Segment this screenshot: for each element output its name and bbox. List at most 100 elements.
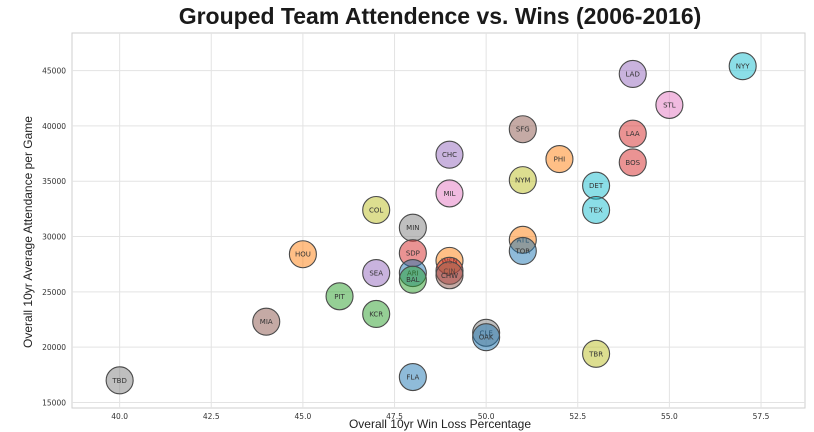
y-tick-label: 45000 bbox=[42, 67, 66, 76]
y-tick-label: 30000 bbox=[42, 233, 66, 242]
point-marker bbox=[508, 166, 537, 195]
point-label: NYM bbox=[515, 177, 531, 185]
point-label: HOU bbox=[295, 251, 311, 259]
data-point-pit: PIT bbox=[325, 282, 354, 311]
data-point-nyy: NYY bbox=[728, 52, 757, 81]
grid bbox=[72, 33, 805, 408]
point-label: NYY bbox=[736, 63, 751, 71]
data-point-laa: LAA bbox=[618, 119, 647, 148]
y-tick-label: 35000 bbox=[42, 177, 66, 186]
x-tick-label: 55.0 bbox=[661, 412, 678, 421]
point-marker bbox=[618, 59, 647, 88]
point-label: COL bbox=[369, 206, 383, 214]
point-label: TEX bbox=[588, 206, 603, 214]
data-point-oak: OAK bbox=[472, 323, 501, 352]
point-label: SFG bbox=[516, 126, 530, 134]
data-point-chc: CHC bbox=[435, 140, 464, 169]
data-points: NYY LAD STL SFG LAA CHC PHI BOS NYM DET MIL COL TEX M… bbox=[105, 52, 757, 395]
data-point-fla: FLA bbox=[398, 362, 427, 392]
data-point-tbd: TBD bbox=[105, 366, 134, 395]
y-tick-label: 40000 bbox=[42, 122, 66, 131]
plot-area bbox=[71, 32, 806, 409]
x-tick-label: 45.0 bbox=[295, 412, 312, 421]
point-label: STL bbox=[663, 101, 676, 109]
point-label: TOR bbox=[514, 247, 530, 255]
y-tick-label: 15000 bbox=[42, 398, 66, 407]
data-point-stl: STL bbox=[655, 90, 684, 119]
point-marker bbox=[618, 148, 647, 177]
data-point-sea: SEA bbox=[362, 258, 391, 288]
point-marker bbox=[472, 323, 501, 352]
point-label: LAA bbox=[626, 130, 640, 138]
point-marker bbox=[582, 339, 611, 368]
data-point-nym: NYM bbox=[508, 166, 537, 195]
point-marker bbox=[728, 52, 757, 81]
data-point-bos: BOS bbox=[618, 148, 647, 177]
point-label: TBR bbox=[588, 350, 603, 358]
point-marker bbox=[105, 366, 134, 395]
x-tick-label: 47.5 bbox=[386, 412, 403, 421]
point-label: PHI bbox=[554, 156, 566, 164]
point-marker bbox=[618, 119, 647, 148]
point-marker bbox=[508, 236, 537, 265]
data-point-tor: TOR bbox=[508, 236, 537, 265]
y-tick-label: 20000 bbox=[42, 343, 66, 352]
data-point-tex: TEX bbox=[582, 195, 611, 225]
point-label: PIT bbox=[334, 293, 345, 301]
point-label: CHC bbox=[442, 151, 457, 159]
x-tick-label: 57.5 bbox=[753, 412, 770, 421]
data-point-kcr: KCR bbox=[362, 299, 391, 329]
x-tick-label: 40.0 bbox=[111, 412, 128, 421]
chart-title: Grouped Team Attendence vs. Wins (2006-2… bbox=[179, 3, 702, 29]
data-point-det: DET bbox=[582, 171, 611, 200]
data-point-mia: MIA bbox=[252, 307, 281, 336]
point-label: SEA bbox=[369, 270, 383, 278]
point-marker bbox=[435, 179, 464, 208]
x-tick-label: 52.5 bbox=[569, 412, 586, 421]
point-label: KCR bbox=[369, 310, 383, 318]
point-marker bbox=[362, 195, 391, 225]
point-label: SDP bbox=[406, 250, 420, 258]
data-point-chw: CHW bbox=[435, 261, 464, 290]
data-point-hou: HOU bbox=[288, 240, 317, 269]
y-axis-label: Overall 10yr Average Attendance per Game bbox=[21, 116, 35, 348]
point-marker bbox=[398, 362, 427, 392]
y-tick-label: 25000 bbox=[42, 288, 66, 297]
point-label: LAD bbox=[626, 70, 640, 78]
point-label: BAL bbox=[406, 276, 420, 284]
point-label: MIA bbox=[260, 318, 273, 326]
data-point-sfg: SFG bbox=[508, 115, 537, 144]
point-label: DET bbox=[589, 182, 604, 190]
point-label: TBD bbox=[111, 377, 126, 385]
point-marker bbox=[398, 265, 427, 294]
point-marker bbox=[252, 307, 281, 336]
data-point-bal: BAL bbox=[398, 265, 427, 294]
x-tick-label: 42.5 bbox=[203, 412, 220, 421]
point-marker bbox=[582, 195, 611, 225]
data-point-mil: MIL bbox=[435, 179, 464, 208]
point-marker bbox=[362, 258, 391, 288]
point-label: CHW bbox=[441, 272, 458, 280]
point-label: MIN bbox=[406, 224, 419, 232]
point-marker bbox=[288, 240, 317, 269]
x-axis-label: Overall 10yr Win Loss Percentage bbox=[349, 417, 531, 431]
point-marker bbox=[435, 140, 464, 169]
point-label: BOS bbox=[625, 159, 640, 167]
point-marker bbox=[325, 282, 354, 311]
point-label: MIL bbox=[443, 190, 455, 198]
data-point-phi: PHI bbox=[545, 145, 574, 174]
point-marker bbox=[545, 145, 574, 174]
point-label: OAK bbox=[479, 334, 494, 342]
data-point-col: COL bbox=[362, 195, 391, 225]
tick-labels: 40.0 42.5 45.0 47.5 50.0 52.5 55.0 57.5 15000 200… bbox=[42, 67, 769, 421]
data-point-tbr: TBR bbox=[582, 339, 611, 368]
point-marker bbox=[362, 299, 391, 329]
data-point-lad: LAD bbox=[618, 59, 647, 88]
point-label: FLA bbox=[406, 374, 419, 382]
point-marker bbox=[655, 90, 684, 119]
x-tick-label: 50.0 bbox=[478, 412, 495, 421]
data-point-min: MIN bbox=[398, 213, 427, 242]
point-marker bbox=[435, 261, 464, 290]
point-marker bbox=[508, 115, 537, 144]
